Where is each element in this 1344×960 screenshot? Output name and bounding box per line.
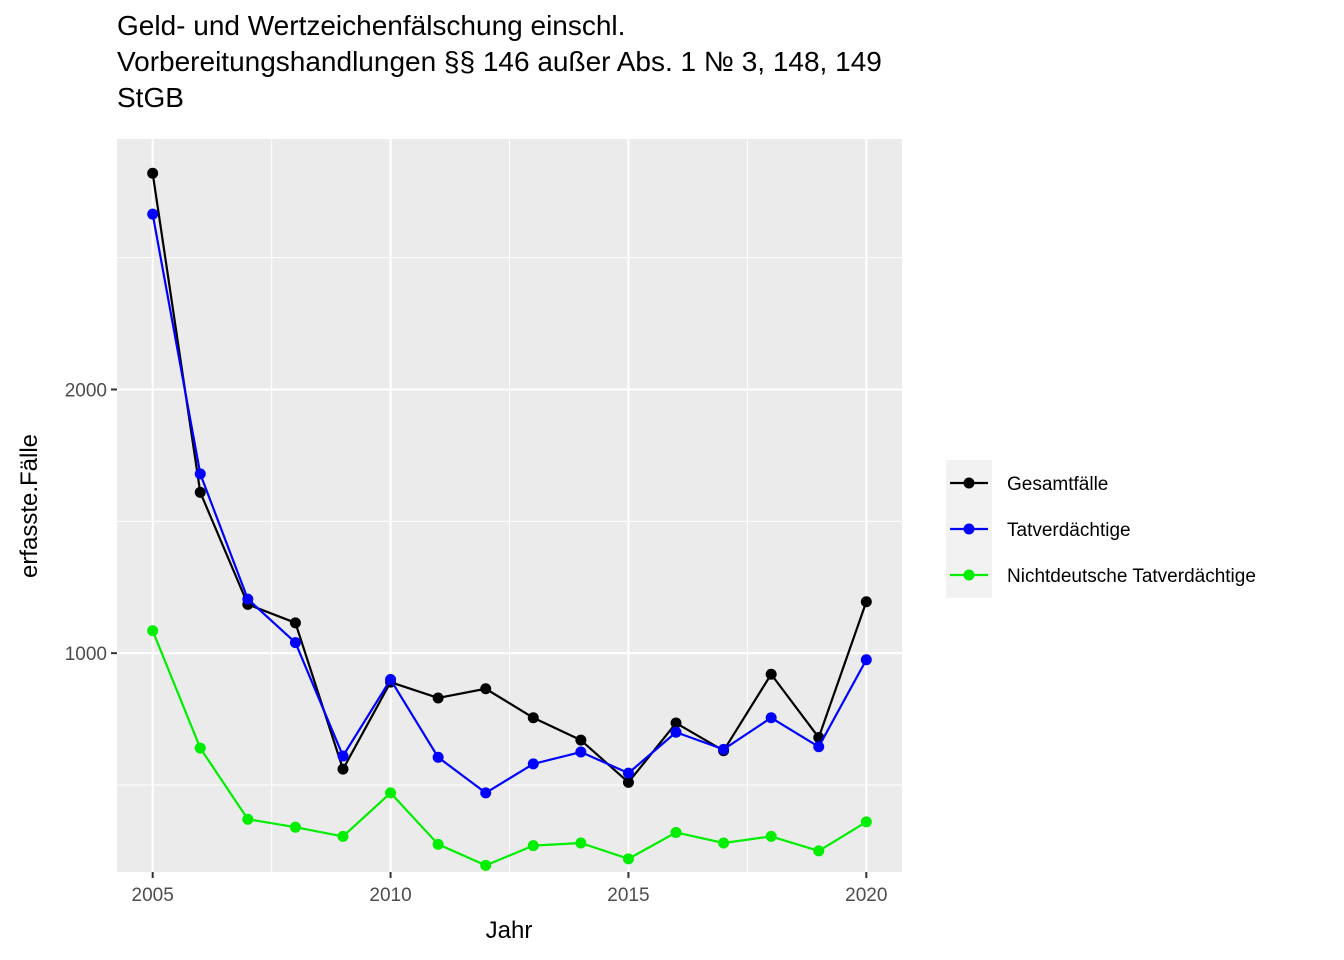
legend-label: Nichtdeutsche Tatverdächtige [1007,566,1256,587]
x-tick-label: 2015 [607,885,649,906]
series-1-point [194,486,206,498]
series-3-point [432,838,444,850]
y-tick-label: 2000 [65,380,107,401]
legend-key-point [963,569,975,581]
series-3-point [385,787,397,799]
series-3-point [194,742,206,754]
series-3-point [718,837,730,849]
series-2-point [575,746,587,758]
series-3-point [813,845,825,857]
series-2-point [337,750,349,762]
grid-major [117,139,902,872]
chart-title-line-2: Vorbereitungshandlungen §§ 146 außer Abs… [117,46,882,77]
series-line-3 [151,630,867,867]
y-axis-title: erfasste.Fälle [16,434,43,578]
series-2-point [289,637,301,649]
series-2-point [385,674,397,686]
series-2-point [242,593,254,605]
series-2-point [860,654,872,666]
series-2-point [432,751,444,763]
series-2-point [194,468,206,480]
chart-title: Geld- und Wertzeichenfälschung einschl. … [117,8,1217,116]
axis-layer: 2005 2010 2015 2020 1000 2000 [65,380,888,906]
series-3-point [622,853,634,865]
series-1-point [670,717,682,729]
series-2-point [765,712,777,724]
series-1-point [527,712,539,724]
x-tick-label: 2010 [369,885,411,906]
series-2-point [813,741,825,753]
series-3-point [480,859,492,871]
series-3-point [242,813,254,825]
grid-minor [117,139,902,872]
series-2-point [527,758,539,770]
series-3-point [527,840,539,852]
x-tick-label: 2020 [845,885,887,906]
series-3-point [765,830,777,842]
x-axis-title: Jahr [486,917,533,944]
legend-label: Gesamtfälle [1007,474,1108,495]
series-2-point [670,726,682,738]
series-line-2 [151,213,868,794]
x-tick-label: 2005 [132,885,174,906]
series-3-point [337,830,349,842]
series-1-point [289,617,301,629]
series-1-point [480,683,492,695]
series-1-point [337,763,349,775]
series-2-point [718,743,730,755]
chart-title-line-1: Geld- und Wertzeichenfälschung einschl. [117,10,626,41]
legend-label: Tatverdächtige [1007,520,1131,541]
series-1-point [765,668,777,680]
legend: Gesamtfälle Tatverdächtige Nichtdeutsche T… [946,460,1256,598]
series-1-point [147,167,159,179]
series-3-point [289,821,301,833]
series-3-point [670,826,682,838]
series-1-point [860,596,872,608]
series-layer [147,167,872,871]
series-2-point [147,208,159,220]
series-1-point [432,692,444,704]
legend-key-point [963,477,975,489]
series-1-point [575,734,587,746]
chart-title-line-3: StGB [117,82,184,113]
series-3-point [860,816,872,828]
series-line-1 [151,173,868,784]
series-2-point [622,767,634,779]
series-3-point [147,625,159,637]
series-2-point [480,787,492,799]
legend-key-point [963,523,975,535]
series-1-point [622,776,634,788]
y-tick-label: 1000 [65,644,107,665]
series-3-point [575,837,587,849]
